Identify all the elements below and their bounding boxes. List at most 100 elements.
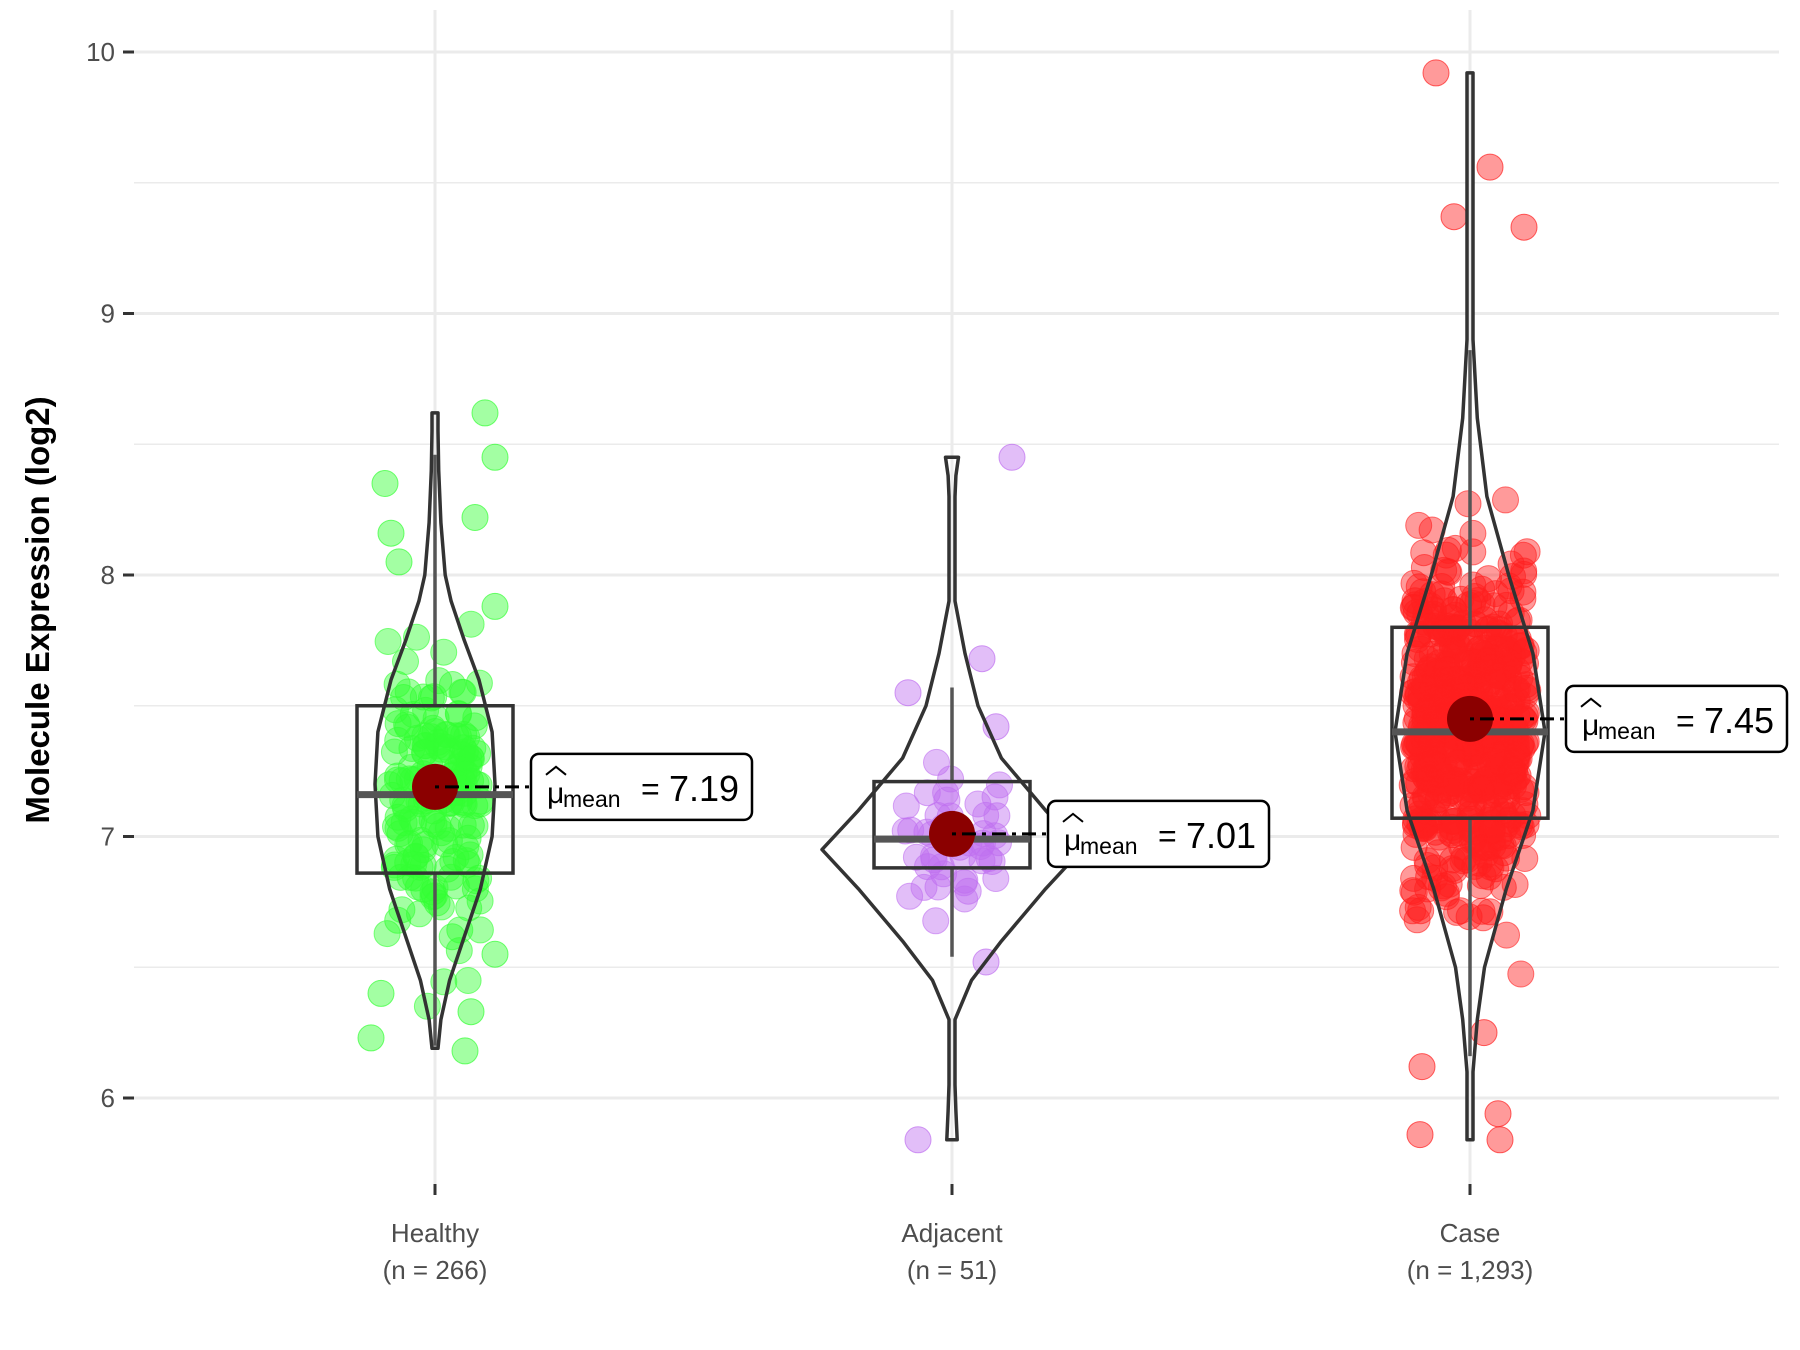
data-point (1442, 770, 1469, 797)
mean-subscript: mean (1598, 718, 1656, 744)
data-point (1494, 806, 1522, 834)
data-point (428, 819, 455, 847)
box (872, 779, 1032, 870)
data-point (975, 845, 1003, 872)
data-point (1422, 59, 1450, 87)
data-point (394, 713, 422, 741)
data-point (456, 841, 484, 869)
data-point (399, 701, 427, 728)
data-point (434, 855, 461, 883)
data-point (1444, 749, 1472, 777)
data-point (1499, 802, 1527, 829)
data-point (1454, 490, 1482, 518)
data-point (964, 790, 992, 818)
y-axis-title: Molecule Expression (log2) (19, 396, 56, 823)
data-point (451, 1037, 479, 1065)
data-point (1481, 780, 1509, 808)
y-axis: 6 7 8 9 10 (86, 37, 134, 1113)
data-point (357, 1024, 385, 1052)
y-tick-label: 8 (101, 560, 115, 590)
data-point (1471, 634, 1499, 662)
y-tick-label: 6 (101, 1083, 115, 1113)
data-point (1439, 846, 1467, 874)
x-tick-sublabel: (n = 266) (383, 1255, 488, 1285)
data-point (419, 878, 447, 906)
data-point (1469, 904, 1497, 932)
data-point (1426, 642, 1454, 670)
data-point (1405, 511, 1433, 539)
data-point (1406, 1121, 1434, 1149)
data-point (461, 875, 489, 903)
data-point (1447, 897, 1474, 925)
data-point (435, 827, 463, 855)
data-point (1461, 648, 1489, 676)
data-point (460, 712, 488, 740)
data-point (394, 849, 422, 877)
data-point (894, 679, 922, 707)
data-point (1484, 1100, 1512, 1128)
hat-icon (545, 765, 567, 776)
x-tick-label: Case (1440, 1218, 1501, 1248)
box (1390, 625, 1550, 820)
violin (1393, 71, 1547, 1142)
mean-value: 7.45 (1704, 700, 1774, 741)
equals-sign: = (641, 771, 660, 807)
data-point (1482, 855, 1510, 883)
data-point (1419, 749, 1446, 777)
data-point (432, 721, 460, 748)
data-point (457, 998, 485, 1026)
data-point (1440, 203, 1468, 231)
x-axis: Healthy (n = 266) Adjacent (n = 51) Case (n =… (383, 1184, 1533, 1285)
data-point (434, 814, 462, 842)
data-point (411, 738, 439, 766)
jitter-points (891, 443, 1026, 1154)
data-point (481, 592, 509, 620)
data-point (972, 801, 1000, 829)
data-point (430, 638, 458, 666)
data-point (1415, 765, 1443, 793)
data-point (982, 865, 1010, 892)
data-point (446, 916, 474, 944)
hat-icon (1062, 812, 1084, 823)
box (355, 704, 515, 875)
data-point (1467, 834, 1495, 862)
data-point (1490, 622, 1518, 650)
data-point (1430, 587, 1458, 615)
data-point (377, 519, 405, 547)
data-point (452, 833, 480, 861)
x-tick-sublabel: (n = 1,293) (1407, 1255, 1533, 1285)
data-point (411, 732, 439, 760)
violin (820, 455, 1084, 1142)
x-tick-sublabel: (n = 51) (907, 1255, 997, 1285)
data-point (403, 724, 431, 752)
data-point (1438, 855, 1466, 883)
mean-value: 7.01 (1186, 815, 1256, 856)
x-tick-label: Adjacent (901, 1218, 1003, 1248)
data-point (445, 700, 473, 728)
y-tick-label: 10 (86, 37, 115, 67)
data-point (1438, 777, 1466, 805)
data-point (396, 829, 423, 857)
data-point (1501, 757, 1529, 785)
data-point (1459, 538, 1487, 566)
data-point (910, 873, 938, 901)
equals-sign: = (1158, 818, 1177, 854)
data-point (922, 907, 950, 935)
data-point (367, 979, 395, 1007)
x-tick-label: Healthy (391, 1218, 479, 1248)
data-point (892, 792, 920, 820)
data-point (1427, 687, 1455, 715)
data-point (471, 399, 499, 427)
data-point (1454, 665, 1482, 693)
data-point (390, 809, 418, 837)
mean-subscript: mean (563, 786, 621, 812)
data-point (1434, 536, 1462, 564)
data-point (1502, 675, 1530, 703)
data-point (461, 812, 489, 840)
hat-icon (1580, 697, 1602, 708)
mean-label-box (1046, 799, 1271, 869)
